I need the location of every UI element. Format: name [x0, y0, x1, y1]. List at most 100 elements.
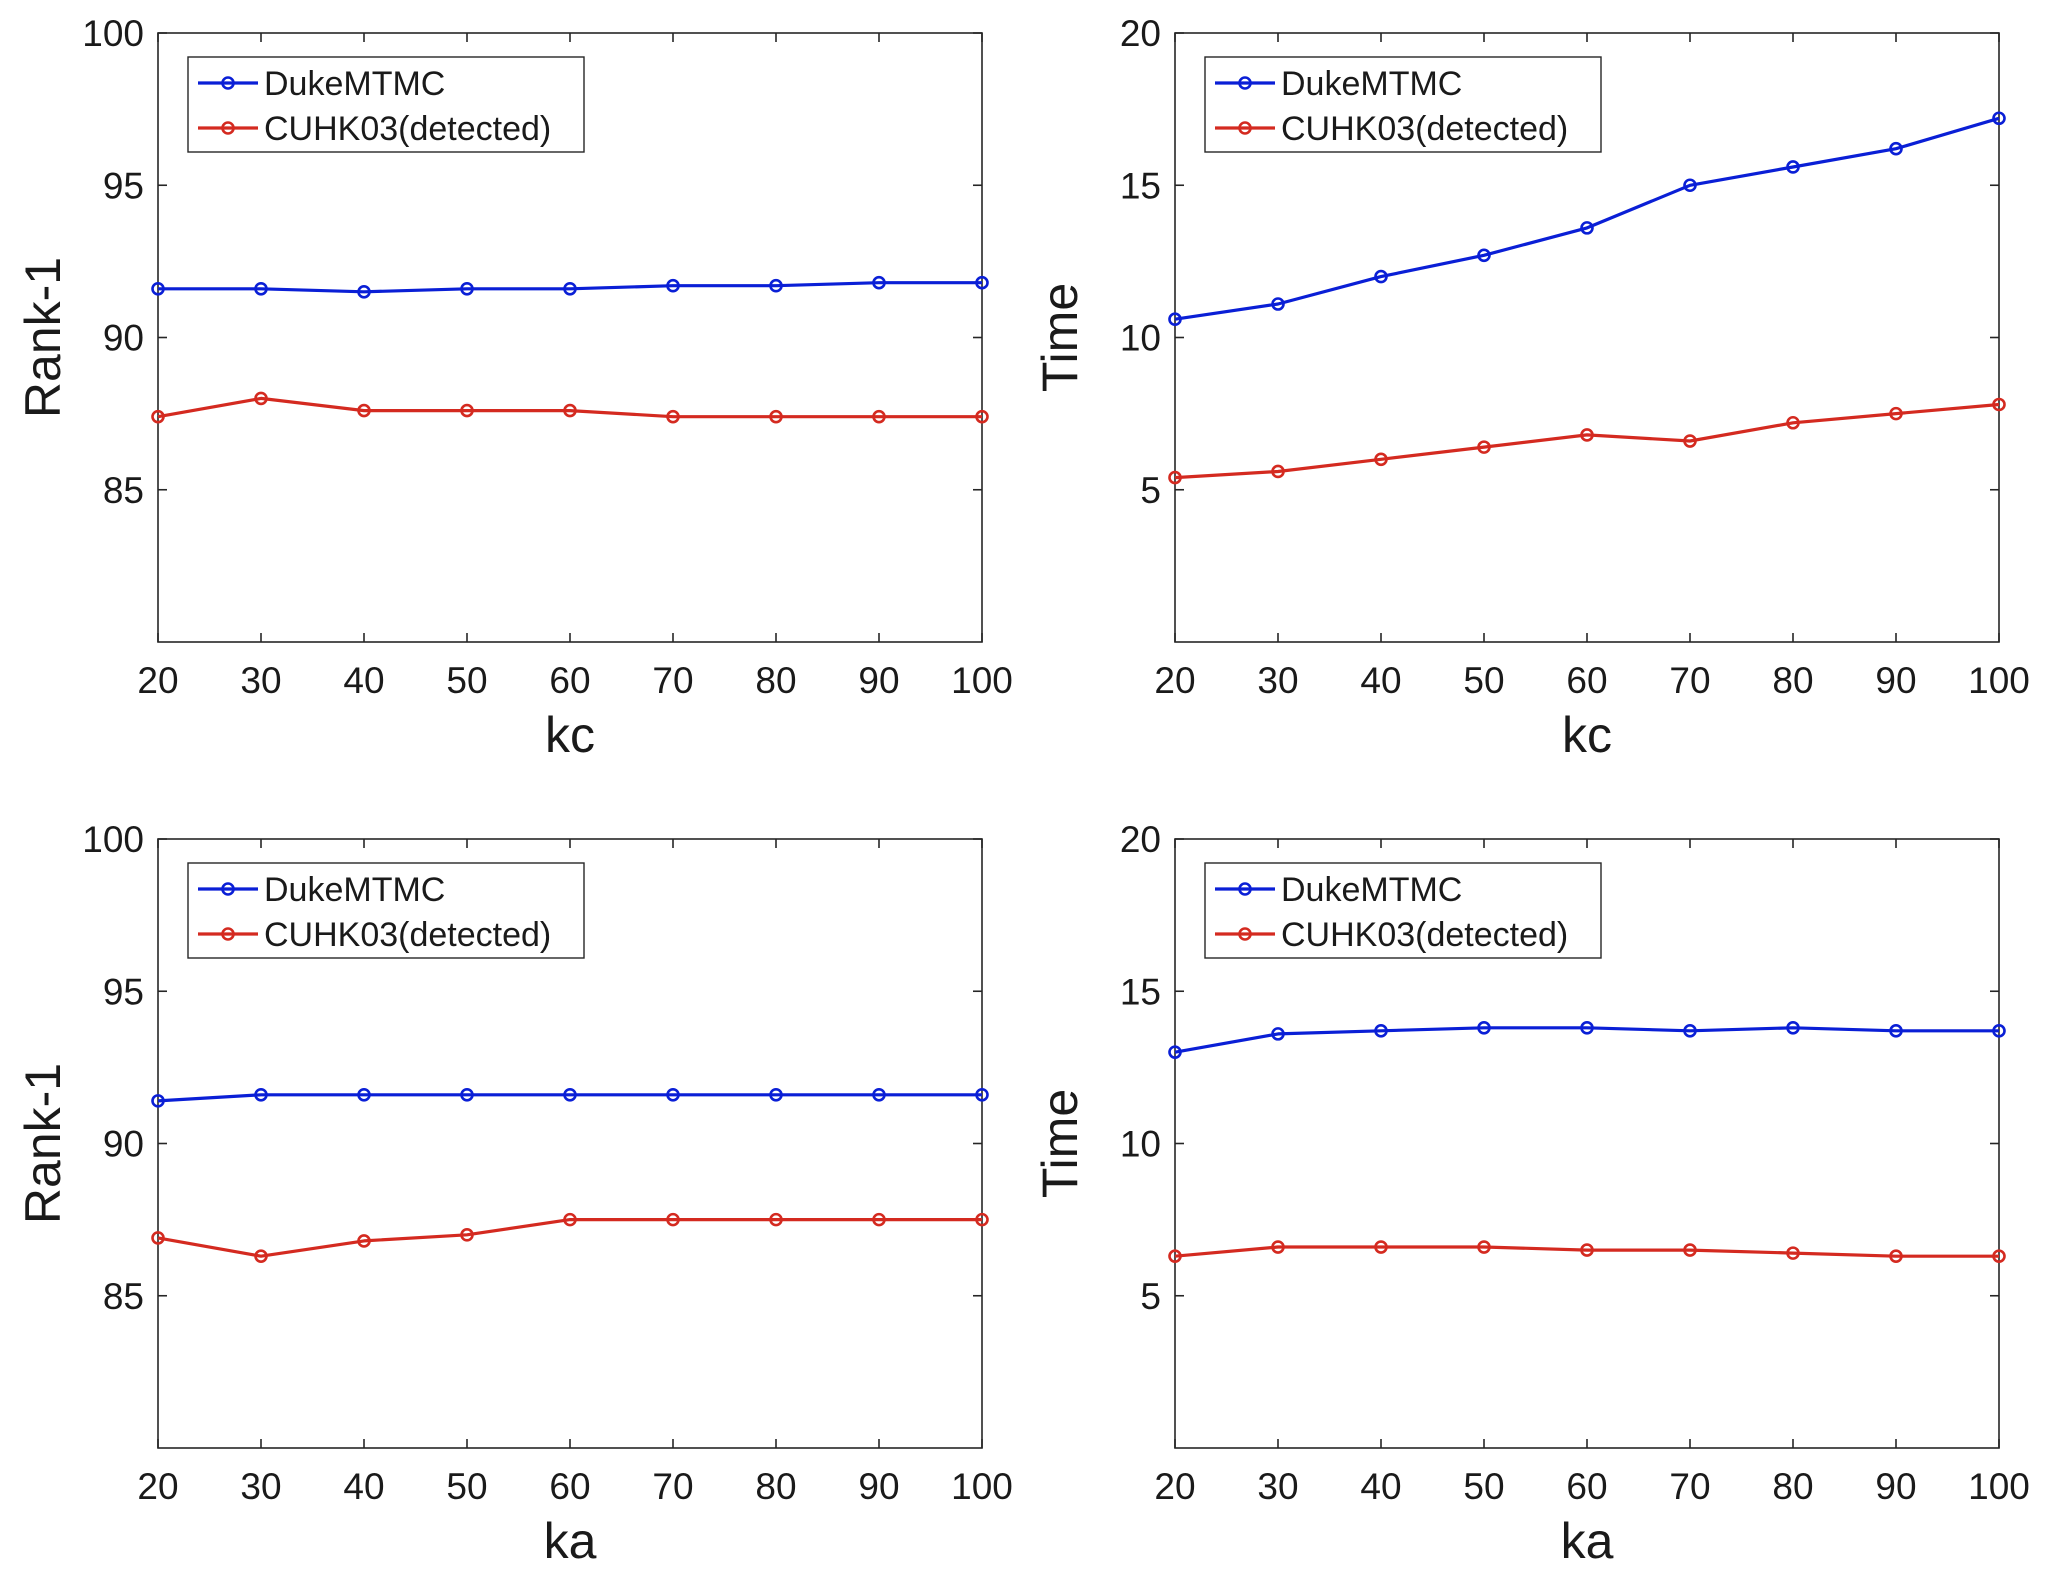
- y-axis-label: Rank-1: [15, 257, 71, 418]
- y-tick-label: 90: [103, 318, 144, 359]
- legend-swatch-marker: [221, 882, 235, 896]
- data-point: [357, 1234, 371, 1248]
- data-point: [769, 1087, 783, 1102]
- legend-box: [187, 862, 585, 959]
- series-line-1: [157, 396, 982, 419]
- legend-swatch-marker: [221, 76, 235, 90]
- series-line-1: [1174, 402, 2000, 480]
- data-point: [1168, 312, 1182, 327]
- data-point: [1580, 428, 1594, 442]
- chart-panel-kc-rank1: 20 30 40 50 60 70 80 90 100 85 90 95 100 kc Rank-1 Duke…: [15, 13, 1013, 763]
- data-point: [1477, 1020, 1491, 1035]
- y-tick-label: 95: [103, 165, 144, 206]
- data-point: [1889, 1024, 1903, 1038]
- data-point: [975, 1087, 989, 1102]
- y-tick-label: 5: [1140, 470, 1161, 511]
- data-point: [769, 409, 783, 424]
- data-point: [1683, 1243, 1697, 1257]
- y-axis-label: Time: [1032, 283, 1088, 392]
- legend: DukeMTMC CUHK03(detected): [187, 862, 585, 959]
- y-tick-label: 10: [1120, 318, 1161, 359]
- series-line-0: [157, 1093, 982, 1103]
- x-tick-label: 40: [1360, 660, 1401, 701]
- x-tick-label: 70: [652, 1466, 693, 1507]
- x-tick-label: 90: [1875, 1466, 1916, 1507]
- legend: DukeMTMC CUHK03(detected): [187, 56, 585, 153]
- series-line-0: [1174, 116, 2000, 321]
- x-tick-label: 80: [1772, 660, 1813, 701]
- x-tick-label: 20: [1154, 660, 1195, 701]
- data-point: [563, 403, 577, 418]
- legend-swatch-marker: [221, 927, 235, 941]
- data-point: [1683, 434, 1697, 448]
- x-tick-label: 100: [1968, 660, 2030, 701]
- data-point: [151, 409, 165, 424]
- data-point: [1992, 111, 2006, 126]
- y-tick-label: 85: [103, 470, 144, 511]
- data-point: [460, 281, 474, 296]
- legend-label: DukeMTMC: [264, 871, 445, 909]
- data-point: [1889, 1249, 1903, 1263]
- x-tick-label: 60: [1566, 1466, 1607, 1507]
- x-tick-label: 50: [1463, 1466, 1504, 1507]
- x-tick-label: 90: [858, 660, 899, 701]
- x-tick-label: 80: [1772, 1466, 1813, 1507]
- y-axis-label: Time: [1032, 1089, 1088, 1198]
- legend-swatch-marker: [1238, 882, 1252, 896]
- legend-label: CUHK03(detected): [1281, 110, 1568, 148]
- data-point: [1168, 1045, 1182, 1059]
- series-line-0: [158, 281, 982, 294]
- x-tick-label: 30: [240, 1466, 281, 1507]
- data-point: [357, 285, 371, 299]
- data-point: [1168, 1249, 1182, 1263]
- data-point: [872, 1087, 886, 1102]
- data-point: [769, 278, 783, 293]
- data-point: [1683, 178, 1697, 193]
- x-tick-label: 20: [137, 660, 178, 701]
- data-point: [1786, 1246, 1800, 1260]
- data-point: [1374, 1024, 1388, 1038]
- data-point: [1992, 1024, 2006, 1038]
- data-point: [1271, 464, 1285, 479]
- x-tick-label: 90: [1875, 660, 1916, 701]
- legend-swatch-marker: [1238, 927, 1252, 941]
- x-tick-label: 40: [343, 1466, 384, 1507]
- data-point: [975, 275, 989, 290]
- y-axis-label: Rank-1: [15, 1063, 71, 1224]
- data-point: [666, 1212, 680, 1227]
- data-point: [151, 281, 165, 296]
- data-point: [1271, 297, 1285, 311]
- data-point: [1168, 470, 1182, 485]
- data-point: [1477, 248, 1491, 263]
- x-tick-label: 90: [858, 1466, 899, 1507]
- data-point: [460, 1087, 474, 1102]
- data-point: [1580, 1020, 1594, 1035]
- legend-swatch-marker: [221, 121, 235, 135]
- x-tick-label: 50: [1463, 660, 1504, 701]
- series-line-0: [1174, 1026, 1999, 1054]
- x-tick-label: 100: [1968, 1466, 2030, 1507]
- x-tick-label: 100: [951, 660, 1013, 701]
- x-tick-label: 30: [1257, 660, 1298, 701]
- data-point: [357, 1087, 371, 1102]
- x-tick-label: 70: [652, 660, 693, 701]
- x-tick-label: 40: [343, 660, 384, 701]
- y-tick-label: 5: [1140, 1276, 1161, 1317]
- x-tick-label: 60: [549, 660, 590, 701]
- data-point: [254, 1249, 268, 1263]
- data-point: [563, 281, 577, 296]
- y-tick-label: 95: [103, 971, 144, 1012]
- data-point: [563, 1212, 577, 1227]
- y-tick-label: 20: [1120, 819, 1161, 860]
- data-point: [357, 403, 371, 418]
- y-tick-label: 85: [103, 1276, 144, 1317]
- data-point: [460, 1228, 474, 1242]
- x-tick-label: 70: [1669, 1466, 1710, 1507]
- chart-panel-kc-time: 20 30 40 50 60 70 80 90 100 5 10 15 20 kc Time DukeMTMC…: [1032, 13, 2030, 763]
- data-point: [1992, 1249, 2006, 1263]
- x-axis-label: ka: [544, 1513, 597, 1569]
- data-point: [1477, 440, 1491, 454]
- data-point: [563, 1087, 577, 1102]
- legend-swatch-marker: [1238, 121, 1252, 135]
- data-point: [1786, 1020, 1800, 1035]
